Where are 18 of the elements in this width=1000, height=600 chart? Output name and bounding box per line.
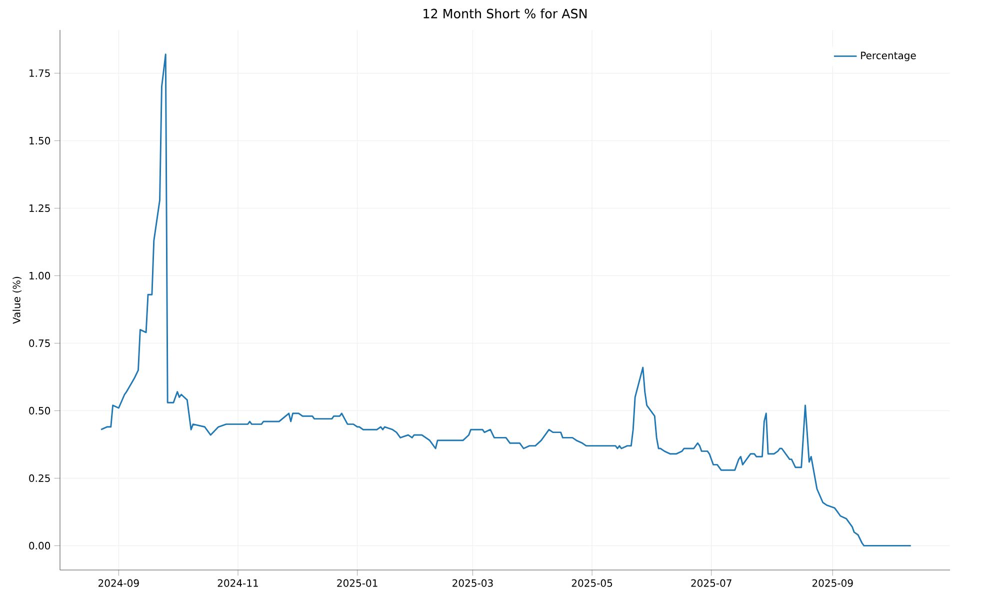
x-tick-label: 2025-05: [572, 579, 612, 587]
legend-label: Percentage: [861, 52, 916, 62]
y-axis-title: Value (%): [12, 276, 22, 324]
y-tick-label: 0.75: [29, 339, 50, 347]
chart-title: 12 Month Short % for ASN: [424, 8, 587, 18]
x-tick-label: 2024-09: [98, 579, 139, 587]
y-tick-label: 0.00: [29, 542, 50, 550]
x-tick-label: 2025-01: [337, 579, 378, 587]
y-tick-label: 1.50: [30, 136, 50, 144]
x-tick-label: 2024-11: [218, 579, 258, 587]
x-tick-label: 2025-03: [452, 579, 493, 587]
y-tick-label: 0.25: [29, 474, 50, 482]
y-tick-label: 1.00: [30, 272, 50, 280]
y-tick-label: 0.50: [29, 406, 50, 414]
y-tick-label: 1.25: [30, 204, 50, 212]
x-tick-label: 2025-07: [691, 579, 732, 587]
y-tick-label: 1.75: [30, 69, 50, 77]
x-tick-label: 2025-09: [812, 579, 853, 587]
